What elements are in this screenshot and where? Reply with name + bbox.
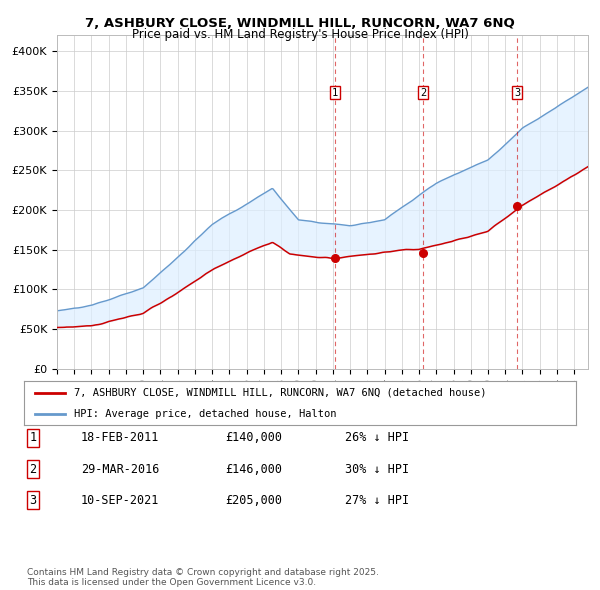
Text: 3: 3 (29, 494, 37, 507)
Text: Price paid vs. HM Land Registry's House Price Index (HPI): Price paid vs. HM Land Registry's House … (131, 28, 469, 41)
Text: Contains HM Land Registry data © Crown copyright and database right 2025.
This d: Contains HM Land Registry data © Crown c… (27, 568, 379, 587)
Text: 18-FEB-2011: 18-FEB-2011 (81, 431, 160, 444)
Text: 3: 3 (514, 87, 520, 97)
Text: HPI: Average price, detached house, Halton: HPI: Average price, detached house, Halt… (74, 409, 336, 419)
Text: 10-SEP-2021: 10-SEP-2021 (81, 494, 160, 507)
Text: 27% ↓ HPI: 27% ↓ HPI (345, 494, 409, 507)
Text: 2: 2 (29, 463, 37, 476)
Text: £146,000: £146,000 (225, 463, 282, 476)
Text: 26% ↓ HPI: 26% ↓ HPI (345, 431, 409, 444)
Text: 2: 2 (420, 87, 427, 97)
Text: £140,000: £140,000 (225, 431, 282, 444)
Text: 7, ASHBURY CLOSE, WINDMILL HILL, RUNCORN, WA7 6NQ: 7, ASHBURY CLOSE, WINDMILL HILL, RUNCORN… (85, 17, 515, 30)
Text: £205,000: £205,000 (225, 494, 282, 507)
Text: 29-MAR-2016: 29-MAR-2016 (81, 463, 160, 476)
Text: 1: 1 (332, 87, 338, 97)
Text: 1: 1 (29, 431, 37, 444)
Text: 30% ↓ HPI: 30% ↓ HPI (345, 463, 409, 476)
Text: 7, ASHBURY CLOSE, WINDMILL HILL, RUNCORN, WA7 6NQ (detached house): 7, ASHBURY CLOSE, WINDMILL HILL, RUNCORN… (74, 388, 486, 398)
